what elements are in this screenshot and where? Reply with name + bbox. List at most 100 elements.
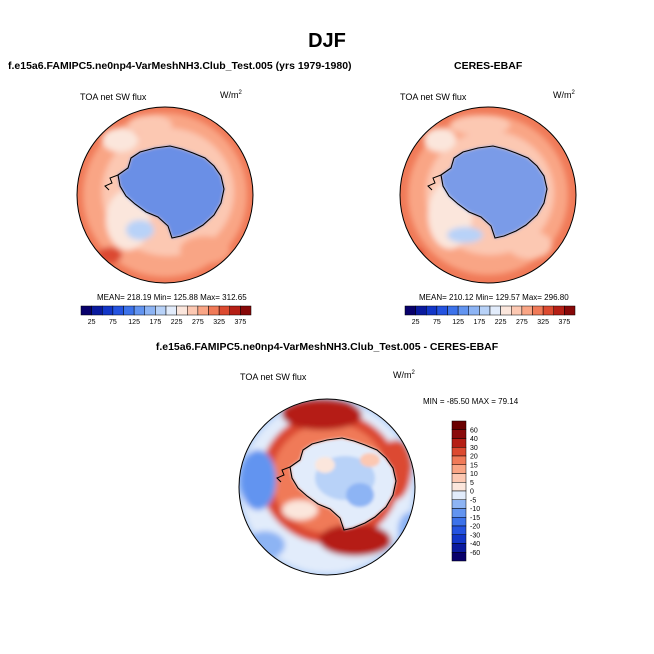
map-1 [76,106,254,284]
colorbar-1-swatch [112,305,124,316]
colorbar-1: 25 75 125 175 225 275 325 375 [80,305,252,326]
colorbar-2-swatch [532,305,544,316]
colorbar-1-tick-label: 225 [171,319,183,326]
map-2-coastline [440,145,548,239]
page-title: DJF [308,30,346,52]
panel-3-variable: TOA net SW flux [240,372,307,382]
panel-2-stats: MEAN= 210.12 Min= 129.57 Max= 296.80 [419,293,569,302]
colorbar-3-swatch [451,473,467,483]
colorbar-2-tick-label: 375 [559,319,571,326]
colorbar-1-swatch [240,305,252,316]
colorbar-2-swatch [468,305,480,316]
colorbar-3-tick-label: -40 [470,541,480,548]
colorbar-1-swatch [165,305,177,316]
panel-3-title: f.e15a6.FAMIPC5.ne0np4-VarMeshNH3.Club_T… [155,341,499,353]
colorbar-3-tick-label: 30 [470,445,478,452]
colorbar-3-swatch [451,420,467,430]
colorbar-3-swatch [451,447,467,457]
colorbar-2-tick-label: 125 [452,319,464,326]
colorbar-2-tick-label: 75 [433,319,441,326]
colorbar-1-swatch [102,305,114,316]
map-3 [238,398,416,576]
colorbar-3-swatch [451,508,467,518]
colorbar-1-tick-label: 175 [150,319,162,326]
colorbar-2: 25 75 125 175 225 275 325 375 [404,305,576,326]
colorbar-3-swatch [451,490,467,500]
colorbar-1-swatch [197,305,209,316]
colorbar-2-tick-label: 325 [537,319,549,326]
colorbar-3-tick-label: 20 [470,454,478,461]
colorbar-3-tick-label: -15 [470,515,480,522]
colorbar-1-swatch [218,305,230,316]
colorbar-2-swatch [479,305,491,316]
colorbar-3-swatch [451,429,467,439]
panel-1-variable: TOA net SW flux [80,92,147,102]
colorbar-2-tick-label: 275 [516,319,528,326]
colorbar-3-tick-label: 40 [470,436,478,443]
colorbar-3-swatch [451,534,467,544]
colorbar-3-tick-label: -30 [470,532,480,539]
colorbar-2-tick-label: 225 [495,319,507,326]
colorbar-2-swatch [542,305,554,316]
colorbar-1-swatch [229,305,241,316]
colorbar-2-swatch [564,305,576,316]
colorbar-3-swatch [451,482,467,492]
colorbar-1-tick-label: 375 [235,319,247,326]
colorbar-1-tick-label: 75 [109,319,117,326]
panel-1-title: f.e15a6.FAMIPC5.ne0np4-VarMeshNH3.Club_T… [8,60,352,72]
colorbar-2-swatch [489,305,501,316]
colorbar-3-swatch [451,499,467,509]
colorbar-2-swatch [447,305,459,316]
colorbar-1-swatch [123,305,135,316]
colorbar-2-tick-label: 25 [412,319,420,326]
map-2-peninsula [427,174,442,191]
map-1-antarctica [118,146,224,238]
colorbar-1-swatch [91,305,103,316]
colorbar-1-tick-label: 325 [213,319,225,326]
colorbar-1-swatch [155,305,167,316]
colorbar-1-swatch [208,305,220,316]
colorbar-2-swatch [404,305,416,316]
colorbar-3-tick-label: 60 [470,427,478,434]
colorbar-3-tick-label: 0 [470,489,474,496]
colorbar-3-tick-label: 10 [470,471,478,478]
colorbar-1-tick-label: 25 [88,319,96,326]
colorbar-2-swatch [511,305,523,316]
colorbar-3-swatch [451,517,467,527]
colorbar-3-tick-label: 5 [470,480,474,487]
map-3-boundary [238,398,416,576]
colorbar-3-tick-label: -10 [470,506,480,513]
colorbar-3-swatch [451,438,467,448]
panel-2-units: W/m2 [553,90,575,100]
colorbar-3-swatch [451,525,467,535]
map-2-antarctica [441,146,547,238]
panel-3-stats: MIN = -85.50 MAX = 79.14 [423,397,519,406]
colorbar-3-tick-label: -60 [470,550,480,557]
map-1-boundary [76,106,254,284]
colorbar-2-swatch [415,305,427,316]
map-3-coastline [289,437,397,531]
colorbar-2-tick-label: 175 [474,319,486,326]
colorbar-2-swatch [436,305,448,316]
colorbar-1-swatch [176,305,188,316]
colorbar-3-tick-label: -20 [470,524,480,531]
colorbar-1-swatch [80,305,92,316]
colorbar-1-tick-label: 275 [192,319,204,326]
colorbar-3-swatch [451,464,467,474]
map-1-peninsula [104,174,119,191]
colorbar-1-swatch [133,305,145,316]
panel-1-stats: MEAN= 218.19 Min= 125.88 Max= 312.65 [97,293,247,302]
colorbar-3-swatch [451,455,467,465]
colorbar-1-tick-label: 125 [128,319,140,326]
colorbar-2-swatch [426,305,438,316]
colorbar-2-swatch [457,305,469,316]
panel-2-variable: TOA net SW flux [400,92,467,102]
map-2 [399,106,577,284]
colorbar-1-swatch [187,305,199,316]
map-1-coastline [117,145,225,239]
panel-3-units: W/m2 [393,370,415,380]
colorbar-3-tick-label: 15 [470,462,478,469]
map-3-peninsula [276,466,291,483]
